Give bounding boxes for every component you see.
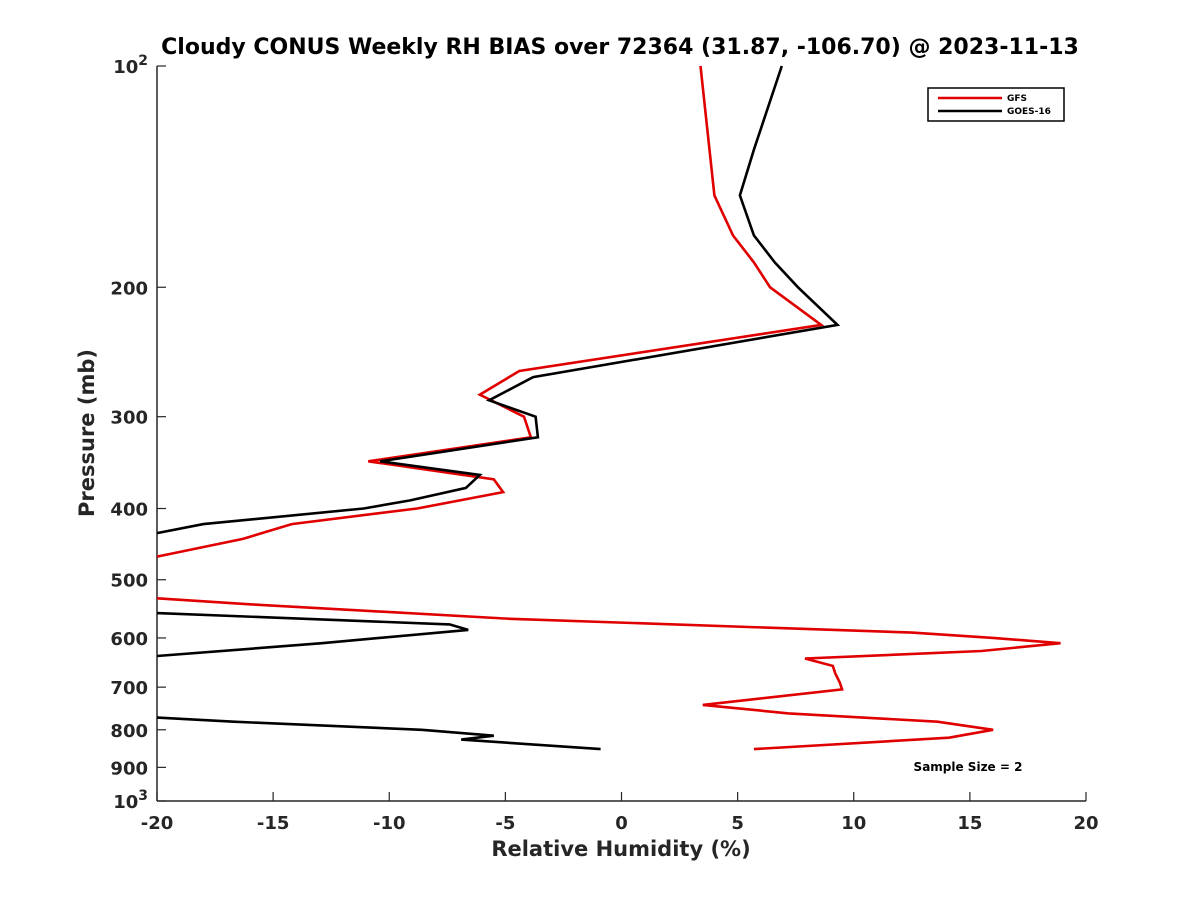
series-line-gfs [156,65,825,558]
y-tick-label: 400 [110,500,148,521]
series-line-goes16-segment-2 [156,716,601,751]
legend: GFS GOES-16 [927,87,1065,122]
x-tick-label: -5 [495,813,515,834]
y-tick-exponent: 3 [138,788,148,804]
x-axis-label: Relative Humidity (%) [491,837,750,861]
y-axis-label: Pressure (mb) [75,349,99,517]
legend-box [927,87,1065,122]
y-tick-base: 10 [113,57,138,78]
plot-axes: -20 -15 -10 -5 0 5 10 15 20102200300400500600700… [110,53,1098,834]
y-tick-label: 500 [110,571,148,592]
x-tick-label: -20 [141,813,174,834]
y-tick-exponent: 2 [138,53,148,69]
y-tick-base: 10 [113,792,138,813]
x-tick-label: 0 [615,813,628,834]
y-tick-label: 200 [110,278,148,299]
x-tick-label: 5 [731,813,744,834]
x-tick-label: -10 [373,813,406,834]
series-line-goes16 [156,65,841,535]
y-tick-label: 102 [113,53,148,78]
x-tick-label: 15 [957,813,982,834]
x-tick-label: 10 [841,813,866,834]
series-goes16 [156,65,841,751]
series-line-goes16-segment-1 [156,611,469,658]
series-gfs [156,65,1061,751]
y-tick-label: 800 [110,721,148,742]
y-tick-label: 700 [110,678,148,699]
y-tick-label: 900 [110,758,148,779]
chart-title: Cloudy CONUS Weekly RH BIAS over 72364 (… [161,35,1079,60]
y-tick-label: 600 [110,629,148,650]
legend-label-gfs: GFS [1007,94,1027,104]
x-tick-label: -15 [257,813,290,834]
y-tick-label: 300 [110,408,148,429]
legend-label-goes16: GOES-16 [1007,107,1051,117]
x-tick-label: 20 [1073,813,1098,834]
series-layer [156,65,1061,751]
series-line-gfs-segment-1 [156,597,1061,751]
y-tick-label: 103 [113,788,148,813]
sample-size-annotation: Sample Size = 2 [914,760,1023,774]
